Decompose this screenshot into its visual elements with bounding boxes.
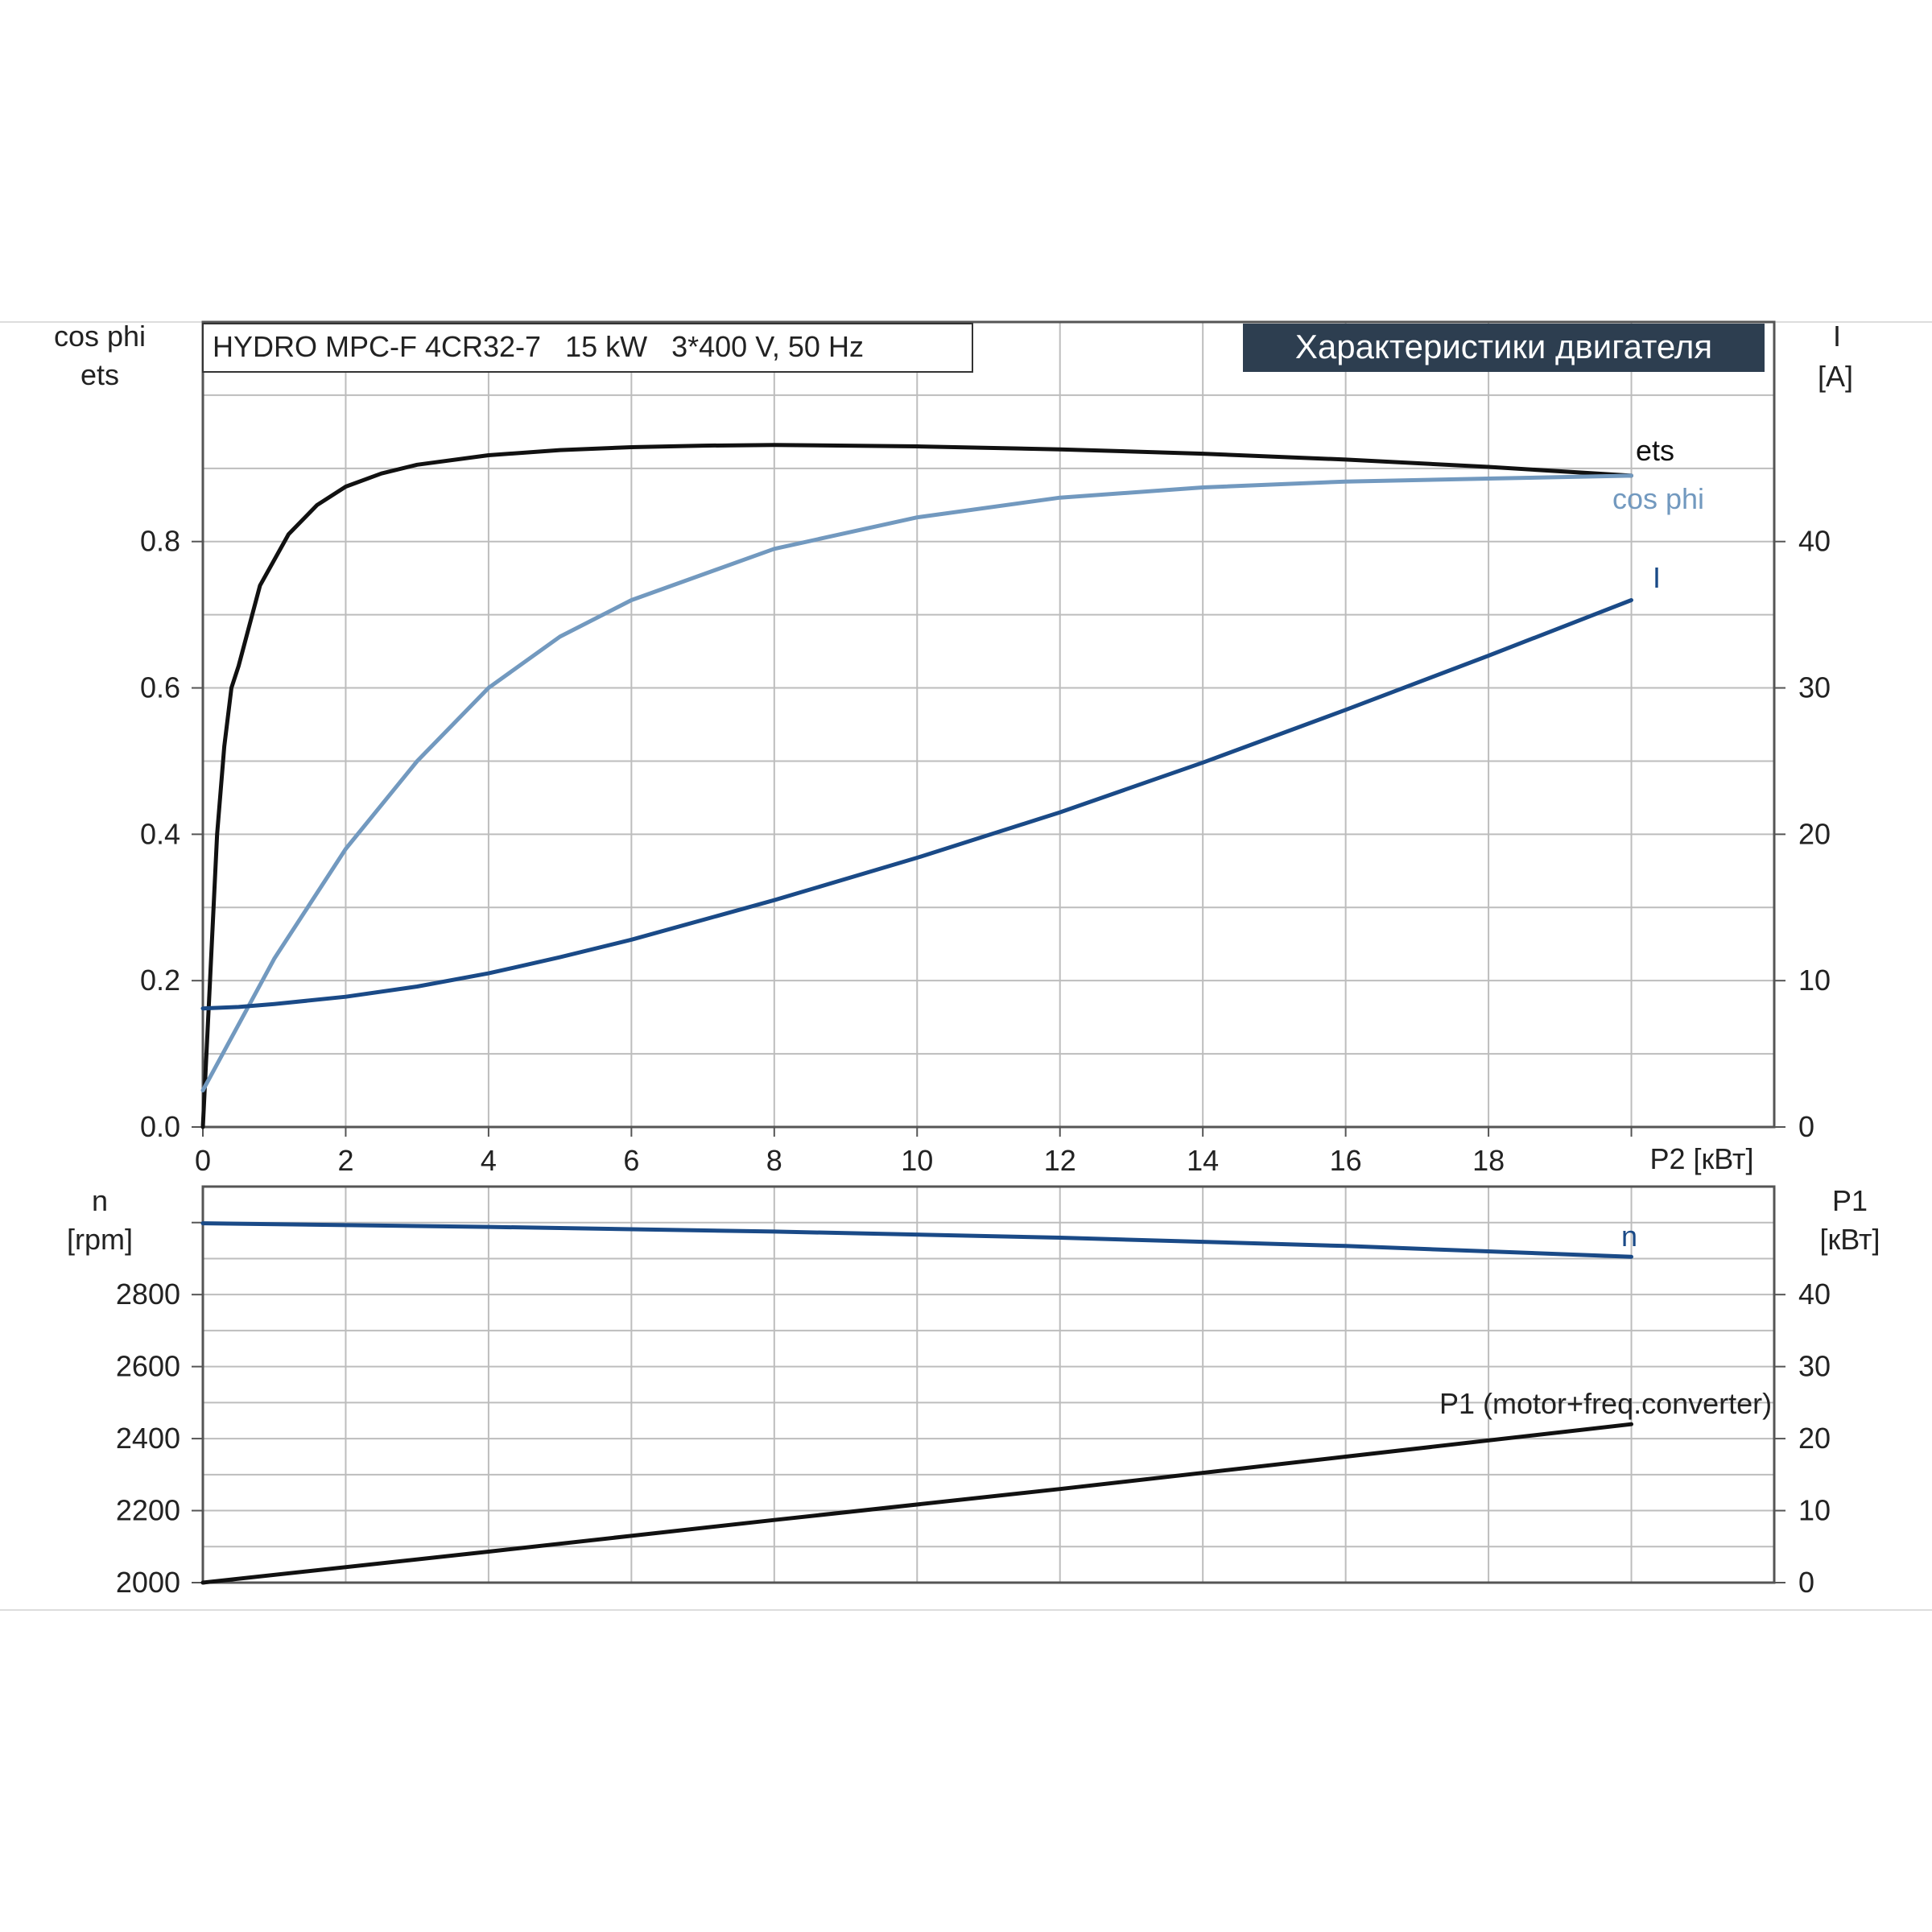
lower-y-right-tick-label: 20 xyxy=(1798,1422,1831,1455)
lower-series-line-0 xyxy=(200,1221,1633,1259)
x-tick-label: 18 xyxy=(1472,1144,1505,1177)
lower-y-right-tick-label: 0 xyxy=(1798,1566,1814,1599)
y-right-label-line2: [A] xyxy=(1818,360,1853,393)
y-right-tick-label: 10 xyxy=(1798,964,1831,997)
x-tick-label: 4 xyxy=(481,1144,497,1177)
x-tick-label: 14 xyxy=(1187,1144,1219,1177)
y-right-tick-label: 20 xyxy=(1798,817,1831,850)
x-tick-label: 8 xyxy=(766,1144,782,1177)
series-label-n: n xyxy=(1621,1220,1637,1253)
y-left-tick-label: 0.2 xyxy=(140,964,180,997)
y-left-tick-label: 0.0 xyxy=(140,1110,180,1143)
lower-curves xyxy=(200,1221,1633,1585)
lower-y-left-tick-label: 2200 xyxy=(116,1494,180,1527)
lower-y-left-label-line2: [rpm] xyxy=(67,1223,133,1256)
upper-grid xyxy=(202,322,1775,1127)
y-right-tick-label: 0 xyxy=(1798,1110,1814,1143)
lower-y-right-tick-label: 10 xyxy=(1798,1494,1831,1527)
lower-series-line-1 xyxy=(200,1422,1633,1585)
series-line-i xyxy=(200,598,1633,1011)
lower-y-right-tick-label: 40 xyxy=(1798,1278,1831,1311)
lower-y-left-tick-label: 2400 xyxy=(116,1422,180,1455)
upper-left-ticks: 0.0 0.2 0.4 0.6 0.8 xyxy=(140,525,203,1143)
lower-y-right-label-line1: P1 xyxy=(1832,1184,1868,1217)
lower-grid xyxy=(202,1187,1775,1583)
lower-y-right-label-line2: [кВт] xyxy=(1819,1223,1880,1256)
lower-panel: 2000 2200 2400 2600 2800 0 10 20 30 40 n [rpm] P… xyxy=(67,1184,1880,1599)
x-tick-label: 16 xyxy=(1330,1144,1362,1177)
upper-x-ticks: 0 2 4 6 8 10 12 14 16 18 xyxy=(195,1127,1633,1177)
x-tick-label: 10 xyxy=(901,1144,933,1177)
y-left-tick-label: 0.6 xyxy=(140,671,180,704)
section-title: Характеристики двигателя xyxy=(1295,328,1712,365)
lower-y-left-label-line1: n xyxy=(92,1184,108,1217)
x-tick-label: 2 xyxy=(337,1144,353,1177)
series-label-p1: P1 (motor+freq.converter) xyxy=(1439,1387,1772,1420)
y-right-tick-label: 30 xyxy=(1798,671,1831,704)
series-line-ets xyxy=(200,443,1633,1129)
y-left-label-line1: cos phi xyxy=(54,320,146,353)
product-label: HYDRO MPC-F 4CR32-7 15 kW 3*400 V, 50 Hz xyxy=(213,330,864,363)
x-tick-label: 6 xyxy=(623,1144,639,1177)
lower-y-right-tick-label: 30 xyxy=(1798,1350,1831,1383)
x-axis-label: P2 [кВт] xyxy=(1649,1142,1753,1175)
y-left-tick-label: 0.8 xyxy=(140,525,180,558)
lower-left-ticks: 2000 2200 2400 2600 2800 xyxy=(116,1221,203,1599)
lower-y-left-tick-label: 2000 xyxy=(116,1566,180,1599)
upper-right-ticks: 0 10 20 30 40 xyxy=(1774,525,1831,1143)
x-tick-label: 0 xyxy=(195,1144,211,1177)
lower-y-left-tick-label: 2800 xyxy=(116,1278,180,1311)
series-line-cos-phi xyxy=(200,473,1633,1092)
series-label-cos-phi: cos phi xyxy=(1612,482,1704,515)
series-label-ets: ets xyxy=(1636,434,1674,467)
lower-plot-frame xyxy=(201,1185,1776,1584)
y-left-tick-label: 0.4 xyxy=(140,817,180,850)
y-right-label-line1: I xyxy=(1833,320,1841,353)
section-title-box xyxy=(1243,324,1765,372)
product-label-box xyxy=(202,323,973,373)
x-tick-label: 12 xyxy=(1044,1144,1076,1177)
lower-y-left-tick-label: 2600 xyxy=(116,1350,180,1383)
lower-right-ticks: 0 10 20 30 40 xyxy=(1774,1278,1831,1599)
upper-plot-frame xyxy=(201,320,1776,1129)
upper-panel: 0 2 4 6 8 10 12 14 16 18 0.0 0.2 0.4 0.6 0.8 0 10 20 30 4… xyxy=(54,320,1853,1177)
series-label-i: I xyxy=(1653,561,1661,594)
y-right-tick-label: 40 xyxy=(1798,525,1831,558)
upper-curves xyxy=(200,443,1633,1129)
y-left-label-line2: ets xyxy=(80,358,119,391)
